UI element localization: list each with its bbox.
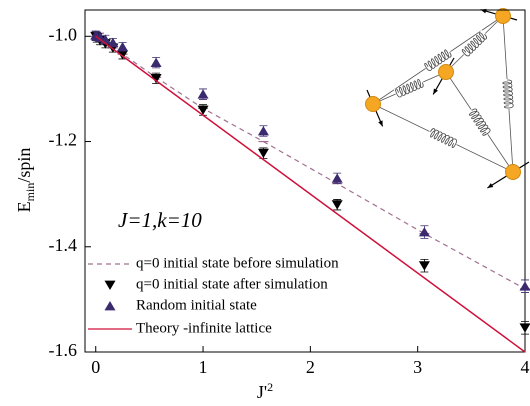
marker xyxy=(197,105,209,115)
annotation: J=1,k=10 xyxy=(118,208,202,232)
marker xyxy=(107,37,119,48)
marker xyxy=(331,200,343,210)
marker xyxy=(150,57,162,68)
arrow-head xyxy=(378,120,383,127)
x-tick-label: 1 xyxy=(199,357,208,377)
legend-label: q=0 initial state after simulation xyxy=(136,276,328,292)
marker xyxy=(117,50,129,60)
y-label-sub: min xyxy=(23,183,37,202)
marker xyxy=(150,74,162,84)
node xyxy=(438,64,454,80)
x-label-sup: 2 xyxy=(267,380,273,394)
y-label-main: E xyxy=(14,201,34,212)
y-tick-label: -1.4 xyxy=(49,235,78,255)
spring-diagram xyxy=(365,8,530,189)
legend-label: q=0 initial state before simulation xyxy=(136,255,339,271)
spring xyxy=(395,78,424,98)
arrow-head xyxy=(487,183,494,188)
spring xyxy=(424,49,452,71)
marker xyxy=(519,323,530,333)
legend-swatch xyxy=(104,280,116,290)
y-tick-label: -1.2 xyxy=(49,130,78,150)
marker xyxy=(519,281,530,291)
legend-label: Theory -infinite lattice xyxy=(136,320,272,336)
arrow-head xyxy=(433,88,438,95)
spring xyxy=(469,108,491,136)
node xyxy=(505,164,521,180)
legend-swatch xyxy=(104,301,116,311)
marker xyxy=(117,41,129,52)
x-tick-label: 2 xyxy=(306,357,315,377)
node xyxy=(495,8,511,24)
x-tick-label: 4 xyxy=(521,357,530,377)
y-tick-label: -1.6 xyxy=(49,340,78,360)
spring xyxy=(430,128,457,148)
marker xyxy=(418,227,430,237)
y-label-rest: /spin xyxy=(14,148,34,183)
marker xyxy=(418,261,430,271)
spring xyxy=(461,32,487,57)
spring xyxy=(502,79,514,109)
marker xyxy=(331,173,343,183)
x-tick-label: 3 xyxy=(413,357,422,377)
x-label-main: J' xyxy=(257,382,267,402)
series-line xyxy=(95,35,526,353)
x-tick-label: 0 xyxy=(91,357,100,377)
legend-label: Random initial state xyxy=(136,297,257,313)
marker xyxy=(257,148,269,159)
marker xyxy=(197,89,209,99)
x-axis-label: J'2 xyxy=(257,380,273,402)
plot-frame xyxy=(84,9,526,353)
marker xyxy=(257,126,269,136)
y-axis-label: Emin/spin xyxy=(14,148,37,213)
node xyxy=(365,96,381,112)
y-tick-label: -1.0 xyxy=(49,24,78,44)
